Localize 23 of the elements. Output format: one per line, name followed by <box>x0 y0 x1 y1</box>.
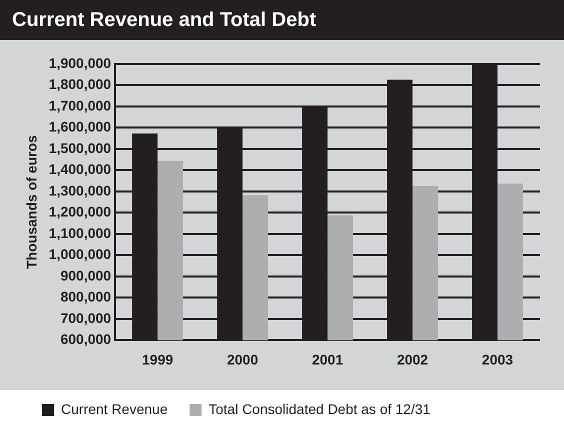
y-tick-label: 1,100,000 <box>48 224 112 241</box>
legend-label: Total Consolidated Debt as of 12/31 <box>208 400 431 417</box>
y-tick-label: 1,500,000 <box>48 140 112 156</box>
x-tick-label: 1999 <box>142 351 174 368</box>
y-tick-label: 1,200,000 <box>48 204 112 220</box>
x-tick-label: 2002 <box>396 351 428 368</box>
y-tick-label: 700,000 <box>60 310 112 326</box>
y-tick-label: 1,700,000 <box>48 97 112 114</box>
y-tick-label: 1,400,000 <box>48 161 112 178</box>
y-tick-label: 1,000,000 <box>48 246 112 262</box>
y-tick-label: 1,900,000 <box>48 54 112 71</box>
y-tick-label: 1,600,000 <box>48 118 112 135</box>
y-tick-label: 900,000 <box>60 267 112 284</box>
y-tick-label: 1,300,000 <box>48 182 112 198</box>
x-tick-label: 2001 <box>312 351 344 368</box>
y-tick-label: 800,000 <box>60 288 112 305</box>
x-tick-label: 2003 <box>482 351 514 368</box>
y-axis-title: Thousands of euros <box>23 135 40 269</box>
y-tick-label: 1,800,000 <box>48 76 112 92</box>
chart-title: Current Revenue and Total Debt <box>0 0 564 40</box>
x-tick-label: 2000 <box>226 351 258 368</box>
y-tick-label: 600,000 <box>60 331 112 348</box>
legend-label: Current Revenue <box>61 400 168 417</box>
